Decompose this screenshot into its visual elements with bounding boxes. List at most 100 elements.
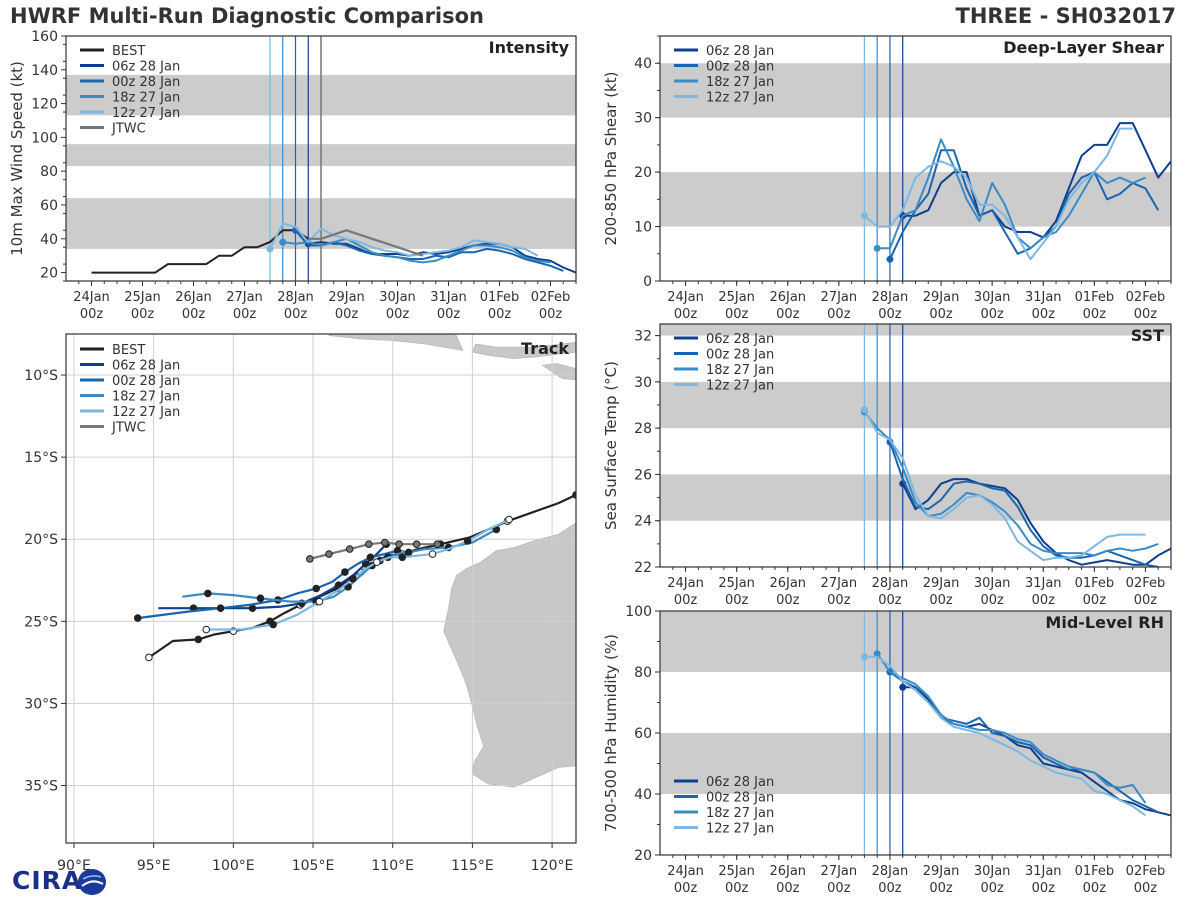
sst-legend-label-18z-27-jan: 18z 27 Jan	[706, 363, 774, 378]
shear-start-18z-27-jan	[873, 244, 881, 252]
rh-xtick-label: 29Jan	[923, 864, 960, 879]
track-point-18z-27-jan	[404, 548, 413, 557]
intensity-xtick-sublabel: 00z	[131, 307, 155, 322]
track-point-12z-27-jan	[269, 620, 277, 629]
sst-xtick-label: 01Feb	[1075, 576, 1115, 591]
sst-xtick-sublabel: 00z	[674, 593, 698, 608]
sst-ytick-label: 28	[634, 421, 652, 437]
shear-xtick-label: 27Jan	[821, 290, 858, 305]
intensity-start-12z-27-jan	[266, 245, 274, 253]
sst-xtick-sublabel: 00z	[980, 593, 1004, 608]
sst-band-2	[660, 324, 1171, 336]
shear-xtick-label: 31Jan	[1025, 290, 1062, 305]
shear-xtick-sublabel: 00z	[878, 307, 902, 322]
track-point-12z-27-jan	[372, 558, 381, 567]
track-point-jtwc	[395, 540, 403, 548]
rh-xtick-label: 25Jan	[718, 864, 755, 879]
shear-xtick-label: 29Jan	[923, 290, 960, 305]
track-ytick-label: 15°S	[24, 450, 58, 466]
intensity-legend-label-00z-28-jan: 00z 28 Jan	[112, 75, 180, 90]
shear-xtick-sublabel: 00z	[980, 307, 1004, 322]
shear-xtick-sublabel: 00z	[1032, 307, 1056, 322]
rh-xtick-sublabel: 00z	[980, 881, 1004, 896]
storm-id: THREE - SH032017	[955, 4, 1176, 28]
page-title: HWRF Multi-Run Diagnostic Comparison	[10, 4, 485, 28]
intensity-legend-label-best: BEST	[112, 44, 145, 59]
rh-xtick-sublabel: 00z	[929, 881, 953, 896]
sst-series-00z-28-jan	[889, 441, 1159, 567]
intensity-ytick-label: 120	[31, 97, 58, 113]
track-xtick-label: 105°E	[292, 858, 335, 874]
sst-xtick-label: 31Jan	[1025, 576, 1062, 591]
shear-band-1	[660, 63, 1171, 118]
intensity-xtick-label: 28Jan	[277, 290, 314, 305]
rh-ytick-label: 100	[625, 604, 652, 620]
shear-xtick-sublabel: 00z	[725, 307, 749, 322]
rh-xtick-label: 31Jan	[1025, 864, 1062, 879]
shear-ytick-label: 0	[643, 274, 652, 290]
intensity-panel-title: Intensity	[489, 38, 570, 57]
track-point-00z-28-jan	[133, 614, 142, 622]
track-xtick-label: 110°E	[371, 858, 414, 874]
sst-xtick-label: 25Jan	[718, 576, 755, 591]
shear-xtick-sublabel: 00z	[674, 307, 698, 322]
rh-xtick-sublabel: 00z	[776, 881, 800, 896]
sst-band-1	[660, 381, 1171, 429]
track-point-18z-27-jan	[256, 594, 265, 603]
rh-legend-label-00z-28-jan: 00z 28 Jan	[706, 791, 774, 806]
island-2	[541, 363, 576, 381]
rh-xtick-sublabel: 00z	[1134, 881, 1158, 896]
intensity-series-06z-28-jan	[308, 241, 576, 274]
track-series-18z-27-jan	[182, 528, 497, 603]
shear-xtick-sublabel: 00z	[827, 307, 851, 322]
intensity-xtick-label: 01Feb	[480, 290, 520, 305]
track-point-00z-28-jan	[312, 584, 321, 593]
sst-ytick-label: 24	[634, 514, 652, 530]
track-legend-label-12z-27-jan: 12z 27 Jan	[112, 405, 180, 420]
sst-xtick-label: 27Jan	[821, 576, 858, 591]
shear-start-00z-28-jan	[886, 255, 894, 263]
sst-xtick-label: 02Feb	[1126, 576, 1166, 591]
rh-xtick-label: 01Feb	[1075, 864, 1115, 879]
rh-xtick-label: 24Jan	[667, 864, 704, 879]
island-0	[328, 334, 464, 351]
track-point-12z-27-jan	[349, 574, 357, 583]
intensity-xtick-label: 27Jan	[226, 290, 263, 305]
intensity-series-00z-28-jan	[294, 229, 564, 272]
intensity-xtick-label: 29Jan	[328, 290, 365, 305]
sst-xtick-sublabel: 00z	[929, 593, 953, 608]
track-xtick-label: 90°E	[57, 858, 91, 874]
track-point-jtwc	[365, 540, 373, 548]
shear-legend-label-18z-27-jan: 18z 27 Jan	[706, 75, 774, 90]
track-legend-label-00z-28-jan: 00z 28 Jan	[112, 374, 180, 389]
sst-ytick-label: 22	[634, 560, 652, 576]
rh-ytick-label: 40	[634, 787, 652, 803]
track-point-12z-27-jan	[315, 597, 324, 606]
sst-xtick-sublabel: 00z	[1083, 593, 1107, 608]
shear-xtick-label: 24Jan	[667, 290, 704, 305]
rh-xtick-label: 02Feb	[1126, 864, 1166, 879]
intensity-xtick-sublabel: 00z	[80, 307, 104, 322]
sst-ytick-label: 30	[634, 375, 652, 391]
track-ytick-label: 35°S	[24, 779, 58, 795]
intensity-xtick-label: 30Jan	[379, 290, 416, 305]
intensity-xtick-sublabel: 00z	[539, 307, 563, 322]
intensity-ytick-label: 100	[31, 130, 58, 146]
sst-legend-label-06z-28-jan: 06z 28 Jan	[706, 332, 774, 347]
intensity-legend-label-jtwc: JTWC	[111, 122, 146, 137]
track-xtick-label: 100°E	[212, 858, 255, 874]
track-xtick-label: 120°E	[531, 858, 574, 874]
rh-start-06z-28-jan	[899, 683, 907, 691]
sst-ylabel: Sea Surface Temp (°C)	[602, 361, 620, 530]
track-point-06z-28-jan	[334, 581, 343, 590]
track-ytick-label: 25°S	[24, 614, 58, 630]
track-legend-label-06z-28-jan: 06z 28 Jan	[112, 359, 180, 374]
intensity-ytick-label: 140	[31, 63, 58, 79]
track-point-best	[572, 491, 576, 499]
intensity-series-best	[91, 229, 309, 274]
sst-ytick-label: 32	[634, 329, 652, 345]
intensity-legend-label-18z-27-jan: 18z 27 Jan	[112, 91, 180, 106]
intensity-xtick-label: 31Jan	[430, 290, 467, 305]
intensity-ytick-label: 60	[40, 198, 58, 214]
intensity-ytick-label: 40	[40, 232, 58, 248]
